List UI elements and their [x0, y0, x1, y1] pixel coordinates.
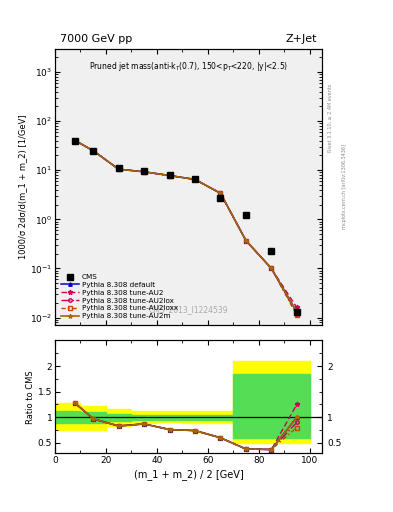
- Pythia 8.308 tune-AU2lox: [244, 238, 248, 244]
- Pythia 8.308 tune-AU2m: [116, 166, 121, 172]
- Y-axis label: Ratio to CMS: Ratio to CMS: [26, 370, 35, 423]
- Pythia 8.308 tune-AU2m: [244, 238, 248, 244]
- Pythia 8.308 tune-AU2m: [91, 147, 95, 154]
- Pythia 8.308 tune-AU2: [244, 238, 248, 244]
- CMS: [218, 195, 223, 201]
- Pythia 8.308 tune-AU2: [116, 166, 121, 172]
- Pythia 8.308 tune-AU2lox: [116, 166, 121, 172]
- CMS: [142, 168, 147, 175]
- Pythia 8.308 tune-AU2loxx: [142, 169, 147, 175]
- Pythia 8.308 default: [269, 265, 274, 271]
- CMS: [244, 212, 248, 219]
- Line: CMS: CMS: [72, 138, 300, 315]
- Pythia 8.308 tune-AU2loxx: [193, 176, 197, 182]
- Line: Pythia 8.308 tune-AU2m: Pythia 8.308 tune-AU2m: [73, 139, 299, 314]
- Pythia 8.308 tune-AU2m: [73, 138, 78, 144]
- Pythia 8.308 tune-AU2lox: [91, 147, 95, 154]
- Pythia 8.308 tune-AU2lox: [218, 190, 223, 196]
- Line: Pythia 8.308 tune-AU2: Pythia 8.308 tune-AU2: [73, 138, 299, 310]
- Pythia 8.308 tune-AU2lox: [73, 138, 78, 144]
- Pythia 8.308 default: [193, 176, 197, 182]
- Pythia 8.308 default: [218, 190, 223, 196]
- Pythia 8.308 tune-AU2m: [167, 173, 172, 179]
- Pythia 8.308 tune-AU2loxx: [91, 147, 95, 154]
- Pythia 8.308 tune-AU2m: [218, 190, 223, 196]
- Pythia 8.308 default: [294, 309, 299, 315]
- Pythia 8.308 default: [116, 166, 121, 172]
- Pythia 8.308 default: [91, 147, 95, 154]
- Pythia 8.308 default: [73, 138, 78, 144]
- Pythia 8.308 tune-AU2: [73, 138, 78, 144]
- Pythia 8.308 tune-AU2loxx: [73, 138, 78, 144]
- Text: 7000 GeV pp: 7000 GeV pp: [61, 34, 132, 45]
- Pythia 8.308 tune-AU2loxx: [218, 190, 223, 196]
- Pythia 8.308 tune-AU2loxx: [294, 312, 299, 318]
- CMS: [167, 172, 172, 178]
- Legend: CMS, Pythia 8.308 default, Pythia 8.308 tune-AU2, Pythia 8.308 tune-AU2lox, Pyth: CMS, Pythia 8.308 default, Pythia 8.308 …: [59, 272, 180, 322]
- Line: Pythia 8.308 tune-AU2loxx: Pythia 8.308 tune-AU2loxx: [73, 139, 299, 317]
- Pythia 8.308 tune-AU2loxx: [116, 166, 121, 172]
- Text: Rivet 3.1.10, ≥ 2.4M events: Rivet 3.1.10, ≥ 2.4M events: [328, 83, 333, 152]
- CMS: [294, 309, 299, 315]
- Line: Pythia 8.308 default: Pythia 8.308 default: [73, 139, 299, 314]
- Pythia 8.308 tune-AU2: [269, 265, 274, 271]
- Pythia 8.308 tune-AU2m: [193, 176, 197, 182]
- Line: Pythia 8.308 tune-AU2lox: Pythia 8.308 tune-AU2lox: [73, 139, 299, 315]
- Text: Z+Jet: Z+Jet: [285, 34, 317, 45]
- Text: mcplots.cern.ch [arXiv:1306.3436]: mcplots.cern.ch [arXiv:1306.3436]: [342, 144, 347, 229]
- Pythia 8.308 tune-AU2: [294, 305, 299, 311]
- CMS: [269, 248, 274, 254]
- Pythia 8.308 tune-AU2m: [269, 265, 274, 271]
- Pythia 8.308 tune-AU2loxx: [269, 265, 274, 271]
- CMS: [116, 165, 121, 172]
- Pythia 8.308 tune-AU2: [193, 176, 197, 182]
- Pythia 8.308 default: [167, 173, 172, 179]
- Pythia 8.308 tune-AU2: [91, 147, 95, 154]
- CMS: [73, 138, 78, 144]
- Pythia 8.308 tune-AU2lox: [167, 173, 172, 179]
- Pythia 8.308 tune-AU2: [142, 169, 147, 175]
- Pythia 8.308 tune-AU2m: [142, 169, 147, 175]
- CMS: [193, 176, 197, 182]
- Pythia 8.308 tune-AU2: [167, 173, 172, 179]
- CMS: [91, 147, 95, 154]
- Pythia 8.308 tune-AU2loxx: [244, 238, 248, 244]
- Pythia 8.308 tune-AU2lox: [193, 176, 197, 182]
- Pythia 8.308 tune-AU2lox: [142, 169, 147, 175]
- Pythia 8.308 tune-AU2m: [294, 309, 299, 315]
- X-axis label: (m_1 + m_2) / 2 [GeV]: (m_1 + m_2) / 2 [GeV]: [134, 469, 244, 480]
- Text: Pruned jet mass(anti-k$_T$(0.7), 150<p$_T$<220, |y|<2.5): Pruned jet mass(anti-k$_T$(0.7), 150<p$_…: [89, 60, 288, 73]
- Pythia 8.308 tune-AU2lox: [294, 311, 299, 317]
- Pythia 8.308 default: [142, 169, 147, 175]
- Pythia 8.308 tune-AU2loxx: [167, 173, 172, 179]
- Pythia 8.308 tune-AU2: [218, 190, 223, 196]
- Pythia 8.308 tune-AU2lox: [269, 265, 274, 271]
- Text: CMS_2013_I1224539: CMS_2013_I1224539: [149, 305, 228, 314]
- Y-axis label: 1000/σ 2dσ/d(m_1 + m_2) [1/GeV]: 1000/σ 2dσ/d(m_1 + m_2) [1/GeV]: [18, 115, 27, 259]
- Pythia 8.308 default: [244, 238, 248, 244]
